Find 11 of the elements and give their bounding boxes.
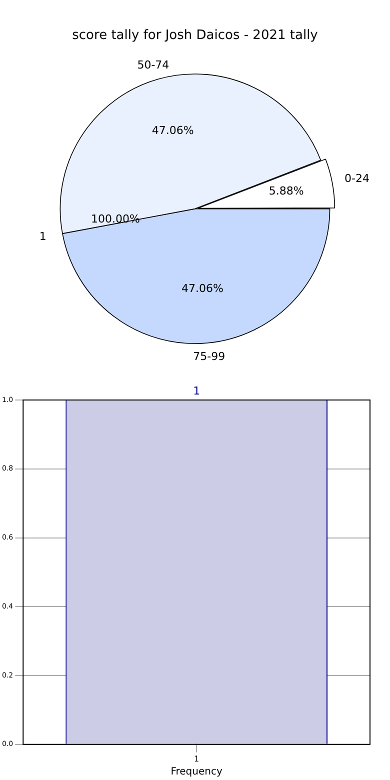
- text: 100.00%: [91, 212, 140, 226]
- data-label: 5.88%: [268, 184, 304, 198]
- x-axis-title: Frequency: [170, 766, 222, 778]
- slice-label: 50-74: [137, 58, 170, 72]
- slice-label: 75-99: [193, 350, 226, 363]
- data-label: 47.06%: [181, 282, 224, 296]
- data-label: 1: [193, 384, 200, 398]
- slice-label: 0-24: [344, 172, 370, 186]
- data-label: 47.06%: [152, 124, 194, 137]
- chart-title: score tally for Josh Daicos - 2021 tally: [72, 28, 318, 44]
- text: 1: [39, 230, 46, 244]
